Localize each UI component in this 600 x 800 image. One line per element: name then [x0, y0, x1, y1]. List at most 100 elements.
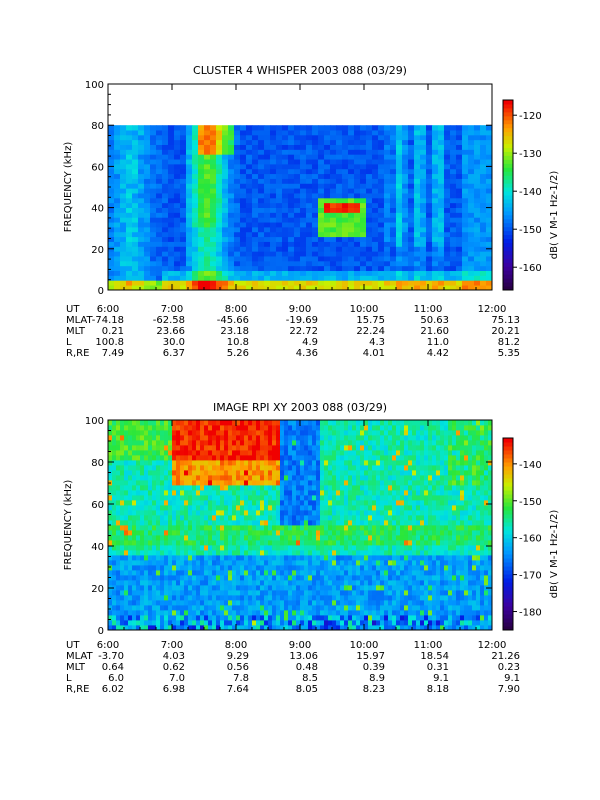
spectrogram-cell — [140, 515, 145, 521]
spectrogram-cell — [138, 173, 145, 179]
spectrogram-cell — [192, 125, 199, 131]
spectrogram-cell — [114, 265, 121, 272]
spectrogram-cell — [172, 520, 177, 526]
spectrogram-cell — [356, 460, 361, 466]
spectrogram-cell — [354, 159, 361, 165]
spectrogram-cell — [112, 540, 117, 546]
spectrogram-cell — [474, 197, 481, 204]
spectrogram-cell — [200, 605, 205, 611]
spectrogram-cell — [420, 207, 427, 213]
spectrogram-cell — [366, 139, 373, 145]
spectrogram-cell — [208, 560, 213, 566]
spectrogram-cell — [174, 193, 181, 199]
spectrogram-cell — [240, 580, 245, 586]
spectrogram-cell — [282, 207, 289, 213]
spectrogram-cell — [264, 455, 269, 461]
spectrogram-cell — [240, 545, 245, 551]
spectrogram-cell — [356, 515, 361, 521]
spectrogram-cell — [260, 440, 265, 446]
spectrogram-cell — [462, 236, 469, 242]
spectrogram-cell — [128, 505, 133, 511]
spectrogram-cell — [108, 550, 113, 556]
spectrogram-cell — [300, 212, 307, 218]
spectrogram-cell — [450, 178, 457, 184]
spectrogram-cell — [450, 173, 457, 179]
spectrogram-cell — [180, 222, 187, 228]
spectrogram-cell — [438, 226, 445, 233]
spectrogram-cell — [344, 555, 349, 561]
spectrogram-cell — [116, 550, 121, 556]
spectrogram-cell — [200, 565, 205, 571]
spectrogram-cell — [340, 590, 345, 596]
spectrogram-cell — [164, 555, 169, 561]
spectrogram-cell — [168, 139, 175, 145]
spectrogram-cell — [372, 265, 379, 272]
spectrogram-cell — [180, 430, 185, 436]
spectrogram-cell — [168, 510, 173, 516]
spectrogram-cell — [486, 173, 493, 179]
spectrogram-cell — [384, 217, 391, 223]
spectrogram-cell — [240, 555, 245, 561]
spectrogram-cell — [258, 256, 265, 262]
spectrogram-cell — [324, 231, 331, 238]
spectrogram-cell — [210, 241, 217, 247]
spectrogram-cell — [276, 256, 283, 262]
spectrogram-cell — [396, 134, 403, 141]
spectrogram-cell — [172, 625, 177, 631]
spectrogram-cell — [196, 615, 201, 621]
spectrogram-cell — [172, 460, 177, 466]
spectrogram-cell — [236, 535, 241, 541]
spectrogram-cell — [288, 455, 293, 461]
spectrogram-cell — [120, 241, 127, 247]
spectrogram-cell — [342, 260, 349, 267]
spectrogram-cell — [228, 222, 235, 228]
spectrogram-cell — [114, 178, 121, 184]
spectrogram-cell — [156, 139, 163, 145]
spectrogram-cell — [474, 202, 481, 208]
spectrogram-cell — [108, 173, 115, 179]
spectrogram-cell — [144, 595, 149, 601]
spectrogram-cell — [116, 600, 121, 606]
spectrogram-cell — [224, 610, 229, 616]
spectrogram-cell — [164, 440, 169, 446]
spectrogram-cell — [336, 236, 343, 242]
spectrogram-cell — [308, 480, 313, 486]
spectrogram-cell — [172, 480, 177, 486]
spectrogram-cell — [344, 480, 349, 486]
spectrogram-cell — [248, 590, 253, 596]
spectrogram-cell — [184, 570, 189, 576]
spectrogram-cell — [344, 615, 349, 621]
spectrogram-cell — [340, 615, 345, 621]
spectrogram-cell — [168, 197, 175, 204]
spectrogram-cell — [180, 460, 185, 466]
spectrogram-cell — [186, 154, 193, 160]
colorbar-step — [503, 198, 513, 204]
spectrogram-cell — [316, 575, 321, 581]
spectrogram-cell — [246, 159, 253, 165]
spectrogram-cell — [222, 134, 229, 141]
spectrogram-cell — [288, 430, 293, 436]
spectrogram-cell — [414, 260, 421, 267]
spectrogram-cell — [216, 520, 221, 526]
spectrogram-cell — [402, 285, 409, 291]
spectrogram-cell — [304, 590, 309, 596]
spectrogram-cell — [486, 275, 493, 281]
spectrogram-cell — [300, 149, 307, 155]
spectrogram-cell — [450, 202, 457, 208]
spectrogram-cell — [164, 490, 169, 496]
spectrogram-cell — [384, 134, 391, 141]
spectrogram-cell — [240, 575, 245, 581]
spectrogram-cell — [126, 139, 133, 145]
spectrogram-cell — [216, 510, 221, 516]
spectrogram-cell — [426, 125, 433, 131]
spectrogram-cell — [240, 550, 245, 556]
spectrogram-cell — [396, 280, 403, 286]
spectrogram-cell — [378, 163, 385, 170]
spectrogram-cell — [296, 565, 301, 571]
spectrogram-cell — [296, 615, 301, 621]
spectrogram-cell — [294, 265, 301, 272]
spectrogram-cell — [172, 495, 177, 501]
spectrogram-cell — [108, 168, 115, 175]
spectrogram-cell — [174, 178, 181, 184]
spectrogram-cell — [212, 545, 217, 551]
